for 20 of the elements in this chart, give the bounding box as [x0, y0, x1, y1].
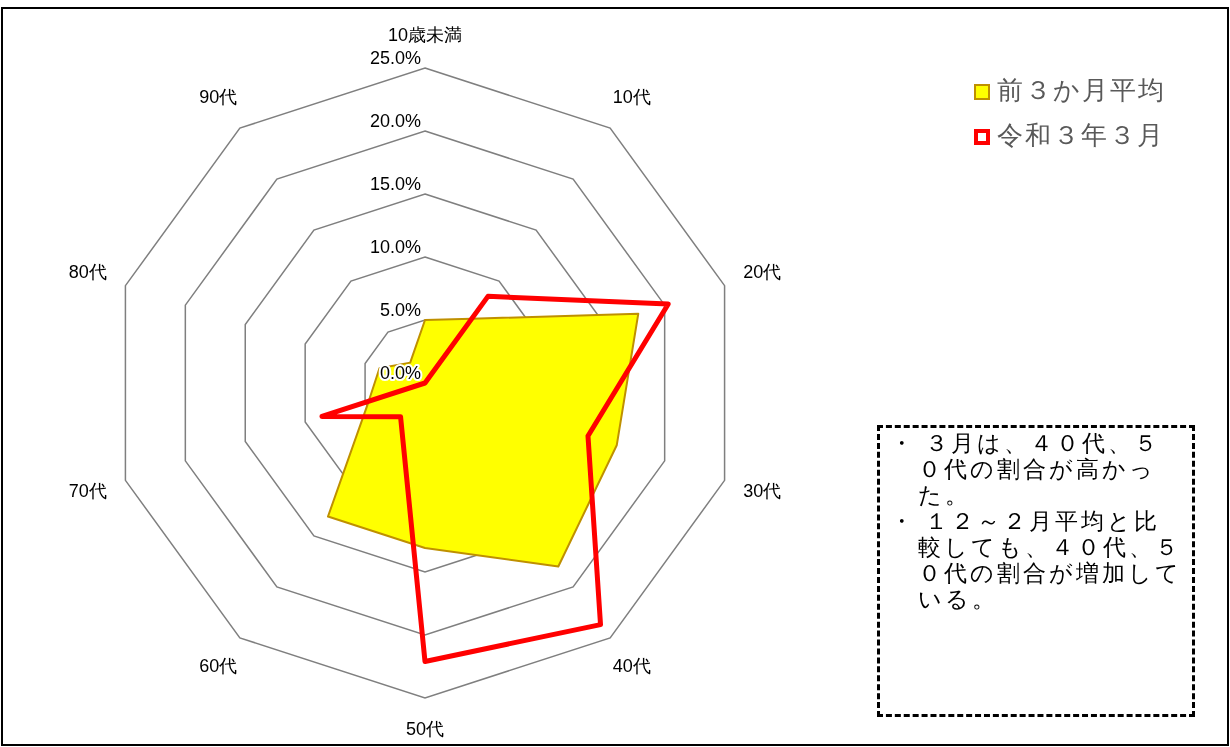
text: ・ ３月は、４０代、５０代の割合が高かった。 [890, 430, 1162, 508]
legend-label: 令和３年３月 [997, 119, 1165, 150]
y-tick-label: 5.0% [379, 300, 421, 320]
spoke-label: 80代 [68, 262, 107, 283]
spoke-label: 40代 [612, 656, 651, 677]
y-tick-label: 0.0% [379, 363, 421, 383]
text: ・ １２～２月平均と比較しても、４０代、５０代の割合が増加している。 [890, 508, 1183, 612]
spoke-label: 50代 [405, 718, 445, 739]
spoke-label: 90代 [199, 87, 238, 108]
spoke-label: 20代 [743, 262, 782, 283]
y-tick-label: 15.0% [369, 174, 421, 194]
spoke-label: 10代 [612, 87, 651, 108]
spoke-label: 70代 [68, 481, 107, 502]
spoke-label: 30代 [743, 481, 782, 502]
legend-label: 前３か月平均 [997, 74, 1166, 105]
spoke-label: 60代 [199, 656, 238, 677]
spoke-label: 10歳未満 [387, 24, 463, 45]
y-tick-label: 25.0% [369, 48, 421, 68]
y-tick-label: 20.0% [369, 111, 421, 131]
y-tick-label: 10.0% [369, 237, 421, 257]
